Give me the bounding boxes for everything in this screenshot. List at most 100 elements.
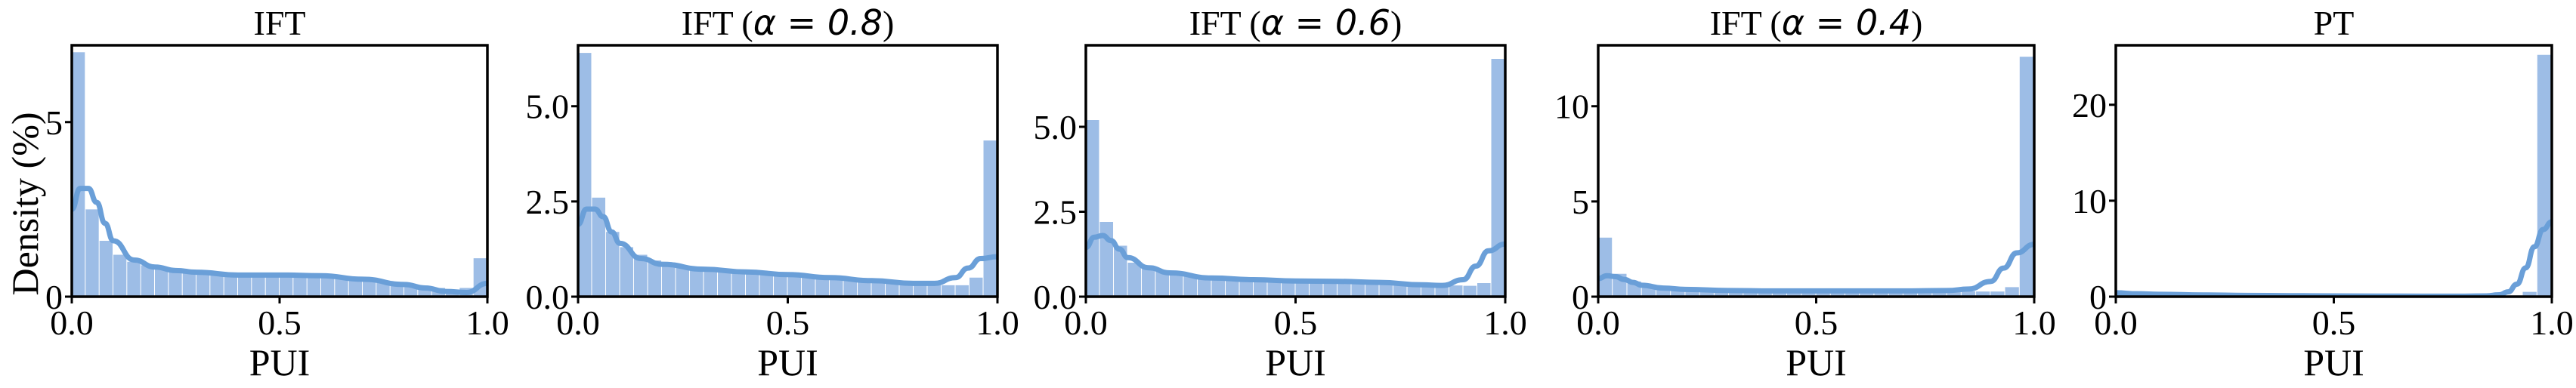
x-tick-label: 0.0 xyxy=(50,303,94,342)
histogram-bar xyxy=(2005,287,2019,297)
histogram-bar xyxy=(815,277,829,297)
histogram-bar xyxy=(633,254,648,297)
histogram-bar xyxy=(1918,291,1932,297)
y-tick-label: 5.0 xyxy=(526,88,570,126)
histogram-bar xyxy=(1198,276,1211,297)
histogram-bar xyxy=(2522,291,2537,297)
plot-area xyxy=(578,53,997,297)
x-tick-label: 0.0 xyxy=(1064,303,1108,342)
y-tick-label: 0 xyxy=(1572,278,1589,316)
histogram-bar xyxy=(1801,291,1816,297)
histogram-bar xyxy=(914,283,927,297)
histogram-bar xyxy=(238,273,252,297)
histogram-bar xyxy=(1127,263,1141,297)
histogram-bar xyxy=(1282,280,1295,297)
histogram-bar xyxy=(1477,283,1491,297)
histogram-bar xyxy=(127,261,141,297)
panel-title: PT xyxy=(2314,4,2355,42)
panel-title: IFT (α = 0.8) xyxy=(682,2,895,43)
kde-curve xyxy=(72,186,487,295)
x-tick-label: 0.5 xyxy=(1795,303,1838,342)
histogram-bar xyxy=(1379,282,1393,297)
histogram-bar xyxy=(1337,281,1351,297)
histogram-bar xyxy=(1860,291,1874,297)
x-tick-label: 0.0 xyxy=(556,303,600,342)
histogram-bar xyxy=(759,273,774,297)
histogram-bar xyxy=(1170,273,1183,297)
panel-title: IFT (α = 0.6) xyxy=(1189,2,1402,43)
x-tick-label: 1.0 xyxy=(1483,303,1527,342)
histogram-bar xyxy=(648,260,661,297)
histogram-bar xyxy=(1463,285,1477,297)
y-tick-label: 2.5 xyxy=(526,183,570,221)
plot-frame xyxy=(2114,44,2553,298)
histogram-bar xyxy=(1114,245,1127,297)
histogram-bar xyxy=(335,277,348,297)
histogram-bar xyxy=(72,52,85,297)
x-tick-label: 0.0 xyxy=(1576,303,1620,342)
histogram-bar xyxy=(1491,59,1504,297)
x-tick-label: 0.5 xyxy=(1274,303,1318,342)
y-tick-label: 0.0 xyxy=(526,278,570,316)
x-tick-label: 0.5 xyxy=(2312,303,2356,342)
y-tick-label: 10 xyxy=(2072,182,2107,220)
histogram-bar xyxy=(858,279,871,297)
histogram-bar xyxy=(99,241,113,297)
histogram-bar xyxy=(252,273,265,297)
histogram-bar xyxy=(942,285,955,297)
x-tick-label: 0.0 xyxy=(2094,303,2138,342)
kde-curve xyxy=(1598,242,2034,294)
histogram-bar xyxy=(1685,289,1699,297)
x-tick-label: 1.0 xyxy=(2012,303,2056,342)
histogram-bar xyxy=(141,265,154,297)
histogram-bar xyxy=(224,273,237,297)
figure-y-axis-label: Density (%) xyxy=(4,112,46,296)
histogram-bar xyxy=(2537,54,2551,297)
histogram-bar xyxy=(731,271,745,297)
histogram-bar xyxy=(1990,291,2005,297)
histogram-bar xyxy=(1239,279,1253,297)
histogram-bar xyxy=(1845,291,1860,297)
histogram-bar xyxy=(155,266,169,297)
histogram-bar xyxy=(293,275,307,297)
x-tick-label: 1.0 xyxy=(976,303,1019,342)
panel-title-text: IFT xyxy=(254,4,306,42)
x-tick-label: 1.0 xyxy=(2530,303,2574,342)
histogram-bar xyxy=(1267,279,1282,297)
histogram-bar xyxy=(1598,237,1613,297)
histogram-bar xyxy=(196,272,210,297)
panel-title-text: IFT ( xyxy=(1189,4,1261,42)
y-tick-label: 5 xyxy=(45,103,63,142)
histogram-bar xyxy=(592,197,606,297)
histogram-bar xyxy=(321,276,335,297)
histogram-bar xyxy=(1729,290,1743,297)
histogram-bar xyxy=(265,273,279,297)
plot-area xyxy=(1598,57,2034,297)
histogram-bar xyxy=(787,276,801,297)
y-tick-label: 20 xyxy=(2072,86,2107,125)
panel-title: IFT (α = 0.4) xyxy=(1710,2,1923,43)
histogram-bar xyxy=(606,232,620,297)
panel-title-text: PT xyxy=(2314,4,2355,42)
histogram-bar xyxy=(927,284,942,297)
histogram-bar xyxy=(1211,276,1225,297)
histogram-bar xyxy=(1772,291,1787,297)
y-tick-label: 0 xyxy=(45,278,63,316)
histogram-bar xyxy=(717,270,731,297)
histogram-bar xyxy=(1961,291,1976,297)
histogram-bar xyxy=(969,277,983,297)
histogram-bar xyxy=(1932,291,1947,297)
histogram-bar xyxy=(113,254,127,297)
chart-panel-1: 0.0 0.5 1.0 0 5 PUI IFT xyxy=(45,4,509,383)
panel-title-math: α = 0.8 xyxy=(753,2,883,43)
histogram-bar xyxy=(1903,291,1918,297)
histogram-bar xyxy=(1183,274,1198,297)
panel-title-end: ) xyxy=(1911,4,1922,42)
histogram-bar xyxy=(885,281,899,297)
x-tick-label: 0.5 xyxy=(766,303,810,342)
histogram-bar xyxy=(1874,291,1888,297)
plot-frame xyxy=(1084,44,1507,298)
x-axis-label: PUI xyxy=(1786,341,1847,383)
histogram-bar xyxy=(983,140,997,297)
